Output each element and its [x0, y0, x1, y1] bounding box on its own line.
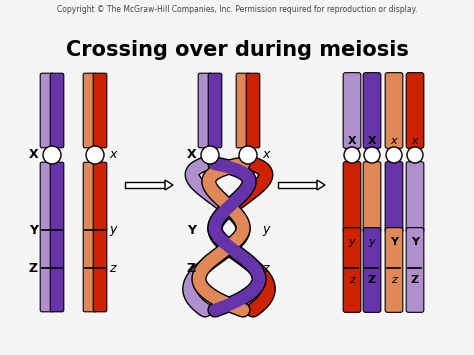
FancyBboxPatch shape	[50, 73, 64, 148]
FancyBboxPatch shape	[83, 162, 97, 312]
Circle shape	[386, 147, 402, 163]
Text: Y: Y	[390, 237, 398, 247]
Text: X: X	[28, 148, 38, 162]
Text: X: X	[368, 136, 376, 146]
Text: y: y	[262, 224, 269, 236]
Text: x: x	[391, 136, 397, 146]
Text: X: X	[348, 136, 356, 146]
Text: Y: Y	[411, 237, 419, 247]
Bar	[125, 182, 165, 188]
FancyBboxPatch shape	[83, 73, 97, 148]
Text: x: x	[262, 148, 269, 162]
Polygon shape	[317, 180, 325, 190]
Circle shape	[86, 146, 104, 164]
Text: z: z	[349, 275, 355, 285]
Text: x: x	[109, 148, 117, 162]
Text: Z: Z	[187, 262, 196, 274]
Polygon shape	[165, 180, 173, 190]
Circle shape	[344, 147, 360, 163]
FancyBboxPatch shape	[406, 162, 424, 232]
Text: z: z	[391, 275, 397, 285]
Circle shape	[407, 147, 423, 163]
Text: Crossing over during meiosis: Crossing over during meiosis	[65, 40, 409, 60]
Circle shape	[364, 147, 380, 163]
Text: y: y	[349, 237, 356, 247]
FancyBboxPatch shape	[363, 228, 381, 312]
FancyBboxPatch shape	[343, 228, 361, 312]
FancyBboxPatch shape	[50, 162, 64, 312]
FancyBboxPatch shape	[246, 73, 260, 148]
Text: Copyright © The McGraw-Hill Companies, Inc. Permission required for reproduction: Copyright © The McGraw-Hill Companies, I…	[57, 5, 417, 15]
FancyBboxPatch shape	[406, 73, 424, 148]
Text: y: y	[369, 237, 375, 247]
FancyBboxPatch shape	[236, 73, 250, 148]
FancyBboxPatch shape	[198, 73, 212, 148]
FancyBboxPatch shape	[40, 162, 54, 312]
FancyBboxPatch shape	[40, 73, 54, 148]
Text: z: z	[262, 262, 268, 274]
FancyBboxPatch shape	[363, 73, 381, 148]
FancyBboxPatch shape	[385, 162, 403, 232]
Text: X: X	[186, 148, 196, 162]
Bar	[278, 182, 317, 188]
Circle shape	[201, 146, 219, 164]
FancyBboxPatch shape	[363, 162, 381, 232]
FancyBboxPatch shape	[343, 162, 361, 232]
FancyBboxPatch shape	[343, 73, 361, 148]
FancyBboxPatch shape	[385, 73, 403, 148]
Text: z: z	[109, 262, 116, 274]
FancyBboxPatch shape	[93, 162, 107, 312]
Text: Y: Y	[187, 224, 196, 236]
Text: Z: Z	[29, 262, 38, 274]
FancyBboxPatch shape	[93, 73, 107, 148]
Text: Y: Y	[29, 224, 38, 236]
Circle shape	[239, 146, 257, 164]
Text: Z: Z	[411, 275, 419, 285]
FancyBboxPatch shape	[208, 73, 222, 148]
FancyBboxPatch shape	[406, 228, 424, 312]
FancyBboxPatch shape	[385, 228, 403, 312]
Text: x: x	[412, 136, 419, 146]
Text: y: y	[109, 224, 117, 236]
Text: Z: Z	[368, 275, 376, 285]
Circle shape	[43, 146, 61, 164]
